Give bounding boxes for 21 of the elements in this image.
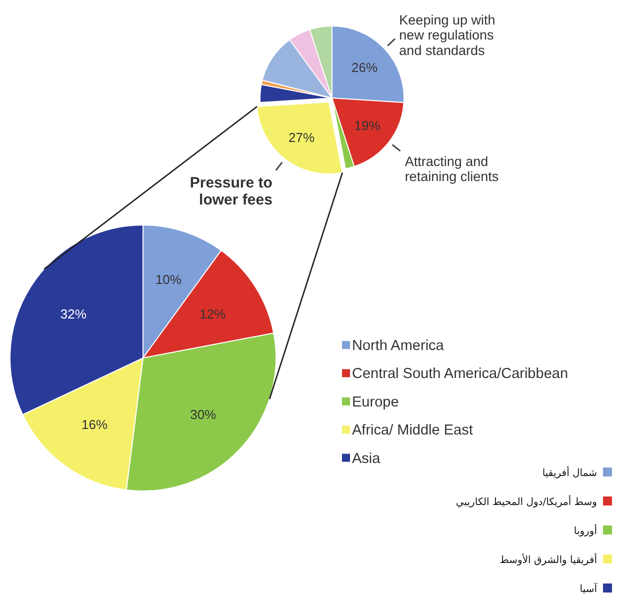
data-label: 27% bbox=[288, 130, 315, 145]
text: أوروبا bbox=[574, 524, 598, 537]
slice-label: Attracting and retaining clients bbox=[404, 154, 499, 184]
legend-label: North America bbox=[352, 338, 445, 354]
data-label: 12% bbox=[200, 306, 226, 322]
slice-label: Keeping up with new regulations and standards bbox=[399, 12, 496, 58]
data-label: 30% bbox=[190, 406, 217, 422]
legend-label: Central South America/Caribbean bbox=[352, 366, 568, 382]
data-label: 19% bbox=[354, 118, 381, 133]
legend-label: Africa/ Middle East bbox=[352, 422, 473, 439]
data-label: 10% bbox=[155, 272, 182, 288]
data-label: 16% bbox=[82, 417, 108, 432]
text: وسط أمريكا/دول المحيط الكاريبي bbox=[456, 495, 598, 508]
slice-label: Pressure to lower fees bbox=[190, 174, 272, 208]
text: آسيا bbox=[580, 582, 598, 595]
legend-label: Asia bbox=[352, 450, 382, 467]
data-label: 26% bbox=[352, 60, 378, 75]
legend-label: Europe bbox=[352, 394, 399, 410]
text: أفريقيا والشرق الأوسط bbox=[500, 553, 598, 566]
text: شمال أفريقيا bbox=[542, 466, 597, 479]
data-label: 32% bbox=[60, 306, 87, 322]
